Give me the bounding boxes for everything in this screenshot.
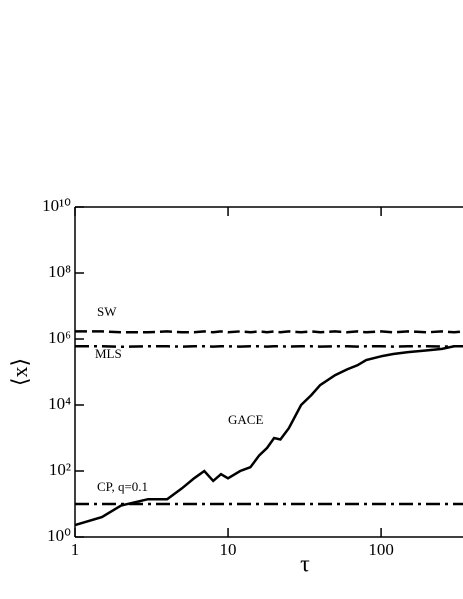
series-line [75,330,463,334]
series-label: CP, q=0.1 [97,479,148,494]
y-tick-label: 10⁸ [48,262,71,281]
series-line [75,345,463,349]
y-tick-label: 10² [49,460,71,479]
x-tick-label: 100 [368,540,394,559]
y-tick-label: 10¹⁰ [42,196,71,215]
y-tick-label: 10⁶ [48,328,71,347]
series-label: SW [97,304,117,319]
x-axis-label: τ [300,552,310,578]
series-label: MLS [95,346,122,361]
x-tick-label: 10 [220,540,237,559]
x-tick-label: 1 [71,540,80,559]
series-label: GACE [228,412,263,427]
y-axis-label: ⟨x⟩ [7,358,32,386]
y-tick-label: 10⁰ [47,526,71,545]
y-tick-label: 10⁴ [48,394,71,413]
series-line [74,345,463,527]
